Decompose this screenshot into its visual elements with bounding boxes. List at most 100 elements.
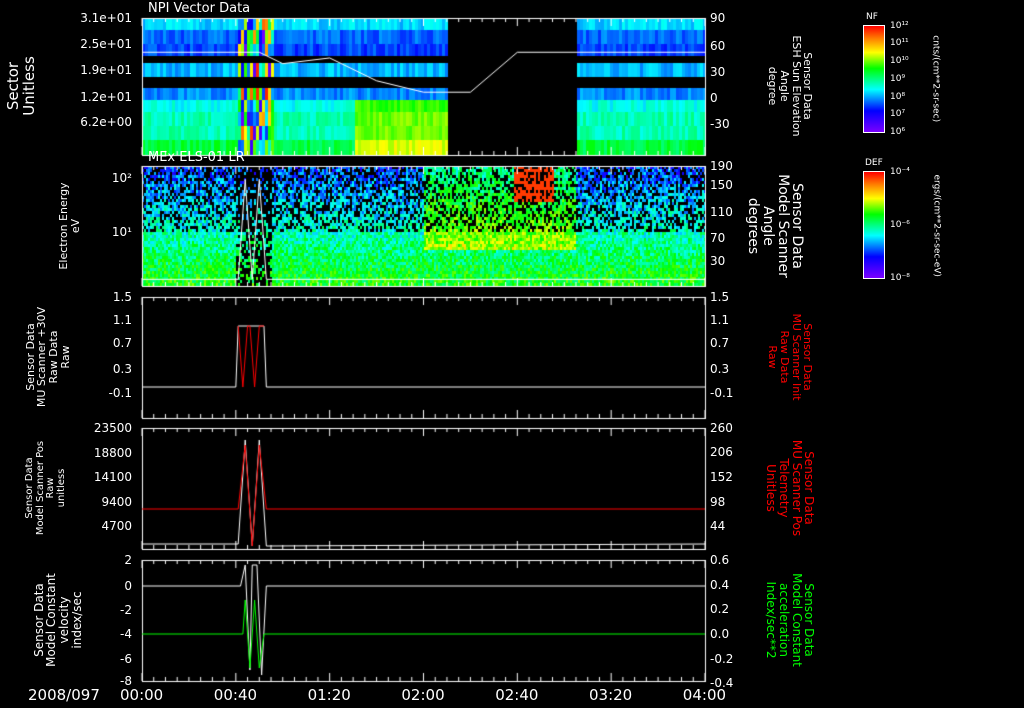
panel4-right-axis-label: Sensor Data MU Scanner Pos Telemetry Unitle… (760, 423, 820, 553)
y-tick-label-left: 18800 (93, 446, 132, 460)
y-tick-label-left: 9400 (101, 495, 132, 509)
y-tick-label-right: -0.1 (710, 386, 734, 400)
y-tick-label-left: 10¹ (111, 225, 132, 239)
panel4-left-axis-label: Sensor Data Model Scanner Pos Raw unitless (16, 428, 76, 548)
y-tick-label-right: 0.4 (710, 578, 730, 592)
y-tick-label-left: -2 (120, 603, 132, 617)
axis-label-line: Raw Data (47, 330, 60, 384)
y-tick-label-left: 6.2e+00 (80, 115, 132, 129)
axis-label-line: Sensor Data (802, 583, 817, 657)
panel1-right-axis-label: Sensor Data ESH Sun Elevation Angle degree (760, 21, 820, 151)
x-tick-label: 02:40 (495, 686, 539, 704)
panel3-right-axis-label: Sensor Data MU Scanner Init Raw Data Raw (760, 292, 820, 422)
axis-label-line: Raw Data (778, 330, 791, 384)
axis-label-line: Sensor Data (789, 183, 806, 269)
nf-colorbar (863, 25, 885, 133)
y-tick-label-right: 70 (710, 231, 726, 245)
y-tick-label-right: -30 (710, 117, 730, 131)
axis-label-line: index/sec (69, 591, 84, 649)
y-tick-label-left: -0.1 (108, 386, 132, 400)
y-tick-label-right: 260 (710, 421, 733, 435)
y-tick-label-right: 1.5 (710, 290, 730, 304)
x-tick-label: 04:00 (682, 686, 727, 704)
y-tick-label-right: 0.0 (710, 627, 730, 641)
colorbar-tick-label: 10⁶ (890, 127, 906, 137)
axis-label-line: Index/sec**2 (764, 581, 779, 659)
colorbar-tick-label: 10¹¹ (890, 38, 909, 48)
colorbar-tick-label: 10⁸ (890, 92, 906, 102)
y-tick-label-left: 0.7 (112, 336, 132, 350)
panel5-right-axis-label: Sensor Data Model Constant acceleration Ind… (760, 555, 820, 685)
y-tick-label-right: -0.4 (710, 676, 734, 690)
y-tick-label-right: 190 (710, 159, 733, 173)
axis-label-line: Angle (778, 70, 791, 102)
y-tick-label-right: 1.1 (710, 313, 730, 327)
x-tick-label: 00:40 (213, 686, 258, 704)
axis-label-line: degrees (745, 197, 762, 255)
colorbar-tick-label: 10⁻⁴ (890, 167, 910, 177)
y-tick-label-right: 0.7 (710, 336, 730, 350)
y-tick-label-right: 0.2 (710, 602, 730, 616)
x-tick-label: 01:20 (307, 686, 351, 704)
axis-label-line: Raw (45, 477, 56, 499)
panel2-left-axis-label: Electron Energy eV (40, 166, 100, 286)
y-tick-label-right: 60 (710, 39, 726, 53)
y-tick-label-left: 0.3 (112, 362, 132, 376)
axis-label-line: acceleration (777, 583, 791, 657)
def-colorbar (863, 171, 885, 279)
panel2-right-axis-label: Sensor Data Model Scanner Angle degrees (745, 161, 805, 291)
y-tick-label-right: 206 (710, 445, 733, 459)
y-tick-label-left: 10² (111, 171, 132, 185)
y-tick-label-right: -0.2 (710, 652, 734, 666)
axis-label-line: Model Scanner (774, 174, 791, 278)
axis-label-line: Unitless (20, 56, 38, 116)
colorbar-tick-label: 10⁹ (890, 74, 906, 84)
axis-label-line: ESH Sun Elevation (789, 35, 803, 137)
axis-label-line: unitless (55, 468, 67, 508)
y-tick-label-left: 2.5e+01 (80, 37, 132, 51)
y-tick-label-left: -8 (120, 674, 132, 688)
axis-label-line: eV (69, 218, 82, 234)
y-tick-label-left: 3.1e+01 (80, 11, 132, 25)
panel1-title: NPI Vector Data (148, 1, 251, 16)
colorbar-tick-label: 10⁻⁶ (890, 220, 910, 230)
y-tick-label-left: -6 (120, 652, 132, 666)
y-tick-label-right: 150 (710, 178, 733, 192)
axis-label-line: Sensor Data (24, 457, 35, 519)
y-tick-label-left: 2 (124, 553, 132, 567)
date-label: 2008/097 (28, 686, 100, 704)
y-tick-label-right: 0.6 (710, 553, 730, 567)
axis-label-line: Sensor Data (802, 451, 817, 525)
y-tick-label-left: 14100 (93, 470, 132, 484)
def-colorbar-units: ergs/(cm**2-sr-sec-eV) (931, 174, 942, 277)
panel3-left-axis-label: Sensor Data MU Scanner +30V Raw Data Raw (18, 297, 78, 417)
axis-label-line: Sensor Data (801, 323, 815, 391)
nf-colorbar-title: NF (866, 12, 878, 22)
y-tick-label-right: 152 (710, 470, 733, 484)
colorbar-tick-label: 10¹² (890, 21, 909, 31)
y-tick-label-right: 0 (710, 91, 718, 105)
x-tick-label: 00:00 (120, 686, 164, 704)
y-tick-label-right: 98 (710, 495, 726, 509)
axis-label-line: velocity (57, 596, 71, 644)
def-colorbar-title: DEF (865, 158, 883, 168)
axis-label-line: Telemetry (777, 458, 791, 518)
y-tick-label-left: 1.9e+01 (80, 63, 132, 77)
axis-label-line: degree (766, 66, 780, 106)
y-tick-label-left: 0 (124, 579, 132, 593)
panel5-left-axis-label: Sensor Data Model Constant velocity index/s… (28, 560, 88, 680)
y-tick-label-left: 1.5 (112, 290, 132, 304)
axis-label-line: Sensor Data (801, 52, 815, 120)
y-tick-label-right: 90 (710, 11, 726, 25)
y-tick-label-right: 30 (710, 254, 726, 268)
axis-label-line: Model Constant (789, 573, 804, 667)
x-tick-label: 02:00 (401, 686, 445, 704)
y-tick-label-left: 1.1 (112, 313, 132, 327)
y-tick-label-left: 4700 (101, 519, 132, 533)
axis-label-line: Raw (58, 345, 72, 369)
colorbar-tick-label: 10¹⁰ (890, 56, 909, 66)
axis-label-line: MU Scanner Init (789, 313, 803, 401)
x-tick-label: 03:20 (589, 686, 633, 704)
colorbar-tick-label: 10⁻⁸ (890, 273, 910, 283)
